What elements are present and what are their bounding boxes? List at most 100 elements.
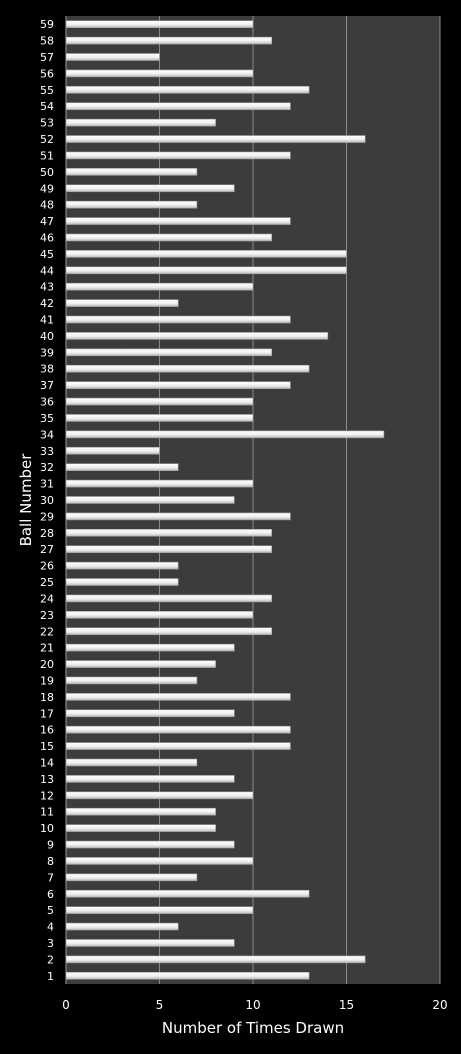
- gridlines: [65, 16, 441, 984]
- bar-ball-18: [65, 693, 291, 701]
- bar-ball-6: [65, 889, 310, 898]
- bar-ball-19: [65, 676, 198, 685]
- y-tick-label: 48: [40, 199, 54, 212]
- y-tick-label: 21: [40, 642, 54, 655]
- y-tick-label: 42: [40, 297, 54, 310]
- y-tick-label: 43: [40, 281, 54, 294]
- bar-ball-37: [65, 381, 291, 389]
- y-tick-label: 54: [40, 100, 54, 113]
- bar-ball-35: [65, 414, 254, 422]
- bar-ball-38: [65, 364, 310, 373]
- y-tick-label: 28: [40, 527, 54, 540]
- bar-ball-33: [65, 446, 160, 455]
- y-tick-label: 59: [40, 18, 54, 31]
- bar-ball-36: [65, 397, 254, 406]
- y-tick-label: 44: [40, 264, 54, 277]
- y-tick-label: 46: [40, 231, 54, 244]
- x-tick-label: 0: [62, 998, 70, 1012]
- bars: [65, 20, 385, 980]
- bar-ball-8: [65, 857, 254, 865]
- y-tick-label: 33: [40, 445, 54, 458]
- bar-ball-40: [65, 332, 329, 340]
- bar-ball-9: [65, 840, 235, 849]
- y-tick-label: 7: [47, 871, 54, 884]
- x-tick-labels: 0 5 10 15 20: [62, 998, 447, 1012]
- y-tick-label: 12: [40, 789, 54, 802]
- bar-ball-4: [65, 922, 179, 931]
- bar-ball-51: [65, 151, 291, 160]
- y-tick-label: 38: [40, 363, 54, 376]
- y-tick-label: 8: [47, 855, 54, 868]
- bar-ball-13: [65, 775, 235, 783]
- bar-ball-41: [65, 315, 291, 324]
- bar-ball-16: [65, 725, 291, 734]
- bar-ball-24: [65, 594, 272, 603]
- y-tick-label: 53: [40, 117, 54, 130]
- bar-ball-57: [65, 53, 160, 61]
- y-tick-label: 5: [47, 904, 54, 917]
- bar-ball-50: [65, 168, 198, 176]
- bar-ball-54: [65, 102, 291, 111]
- y-tick-label: 11: [40, 806, 54, 819]
- bar-ball-52: [65, 135, 366, 143]
- y-tick-label: 10: [40, 822, 54, 835]
- x-tick-label: 5: [156, 998, 164, 1012]
- y-tick-labels: 1234567891011121314151617181920212223242…: [40, 18, 54, 983]
- bar-ball-28: [65, 529, 272, 537]
- bar-ball-17: [65, 709, 235, 718]
- y-tick-label: 47: [40, 215, 54, 228]
- x-tick-label: 15: [339, 998, 354, 1012]
- y-tick-label: 9: [47, 839, 54, 852]
- y-tick-label: 31: [40, 478, 54, 491]
- y-tick-label: 26: [40, 560, 54, 573]
- y-tick-label: 52: [40, 133, 54, 146]
- bar-ball-22: [65, 627, 272, 636]
- bar-ball-32: [65, 463, 179, 471]
- bar-ball-49: [65, 184, 235, 193]
- bar-ball-21: [65, 643, 235, 652]
- bar-ball-11: [65, 807, 216, 816]
- x-tick-label: 20: [432, 998, 447, 1012]
- bar-ball-1: [65, 971, 310, 980]
- y-tick-label: 58: [40, 35, 54, 48]
- y-tick-label: 18: [40, 691, 54, 704]
- bar-ball-20: [65, 660, 216, 668]
- y-tick-label: 25: [40, 576, 54, 589]
- y-tick-label: 22: [40, 625, 54, 638]
- bar-ball-29: [65, 512, 291, 521]
- bar-ball-12: [65, 791, 254, 800]
- y-tick-label: 56: [40, 67, 54, 80]
- bar-ball-55: [65, 86, 310, 94]
- bar-ball-15: [65, 742, 291, 750]
- y-tick-label: 27: [40, 543, 54, 556]
- y-tick-label: 50: [40, 166, 54, 179]
- y-tick-label: 6: [47, 888, 54, 901]
- x-tick-label: 10: [245, 998, 260, 1012]
- bar-ball-14: [65, 758, 198, 767]
- y-tick-label: 30: [40, 494, 54, 507]
- y-axis-title: Ball Number: [17, 453, 35, 547]
- bar-ball-58: [65, 36, 272, 45]
- y-tick-label: 34: [40, 428, 54, 441]
- bar-ball-23: [65, 611, 254, 619]
- y-tick-label: 2: [47, 953, 54, 966]
- y-tick-label: 20: [40, 658, 54, 671]
- bar-ball-3: [65, 939, 235, 947]
- bar-ball-56: [65, 69, 254, 78]
- bar-ball-27: [65, 545, 272, 554]
- y-tick-label: 16: [40, 724, 54, 737]
- bar-ball-10: [65, 824, 216, 832]
- bar-ball-5: [65, 906, 254, 914]
- y-tick-label: 4: [47, 921, 54, 934]
- y-tick-label: 57: [40, 51, 54, 64]
- y-tick-label: 41: [40, 314, 54, 327]
- y-tick-label: 24: [40, 592, 54, 605]
- bar-ball-26: [65, 561, 179, 570]
- y-tick-label: 3: [47, 937, 54, 950]
- y-tick-label: 49: [40, 182, 54, 195]
- bar-ball-39: [65, 348, 272, 357]
- bar-ball-25: [65, 578, 179, 586]
- bar-ball-59: [65, 20, 254, 29]
